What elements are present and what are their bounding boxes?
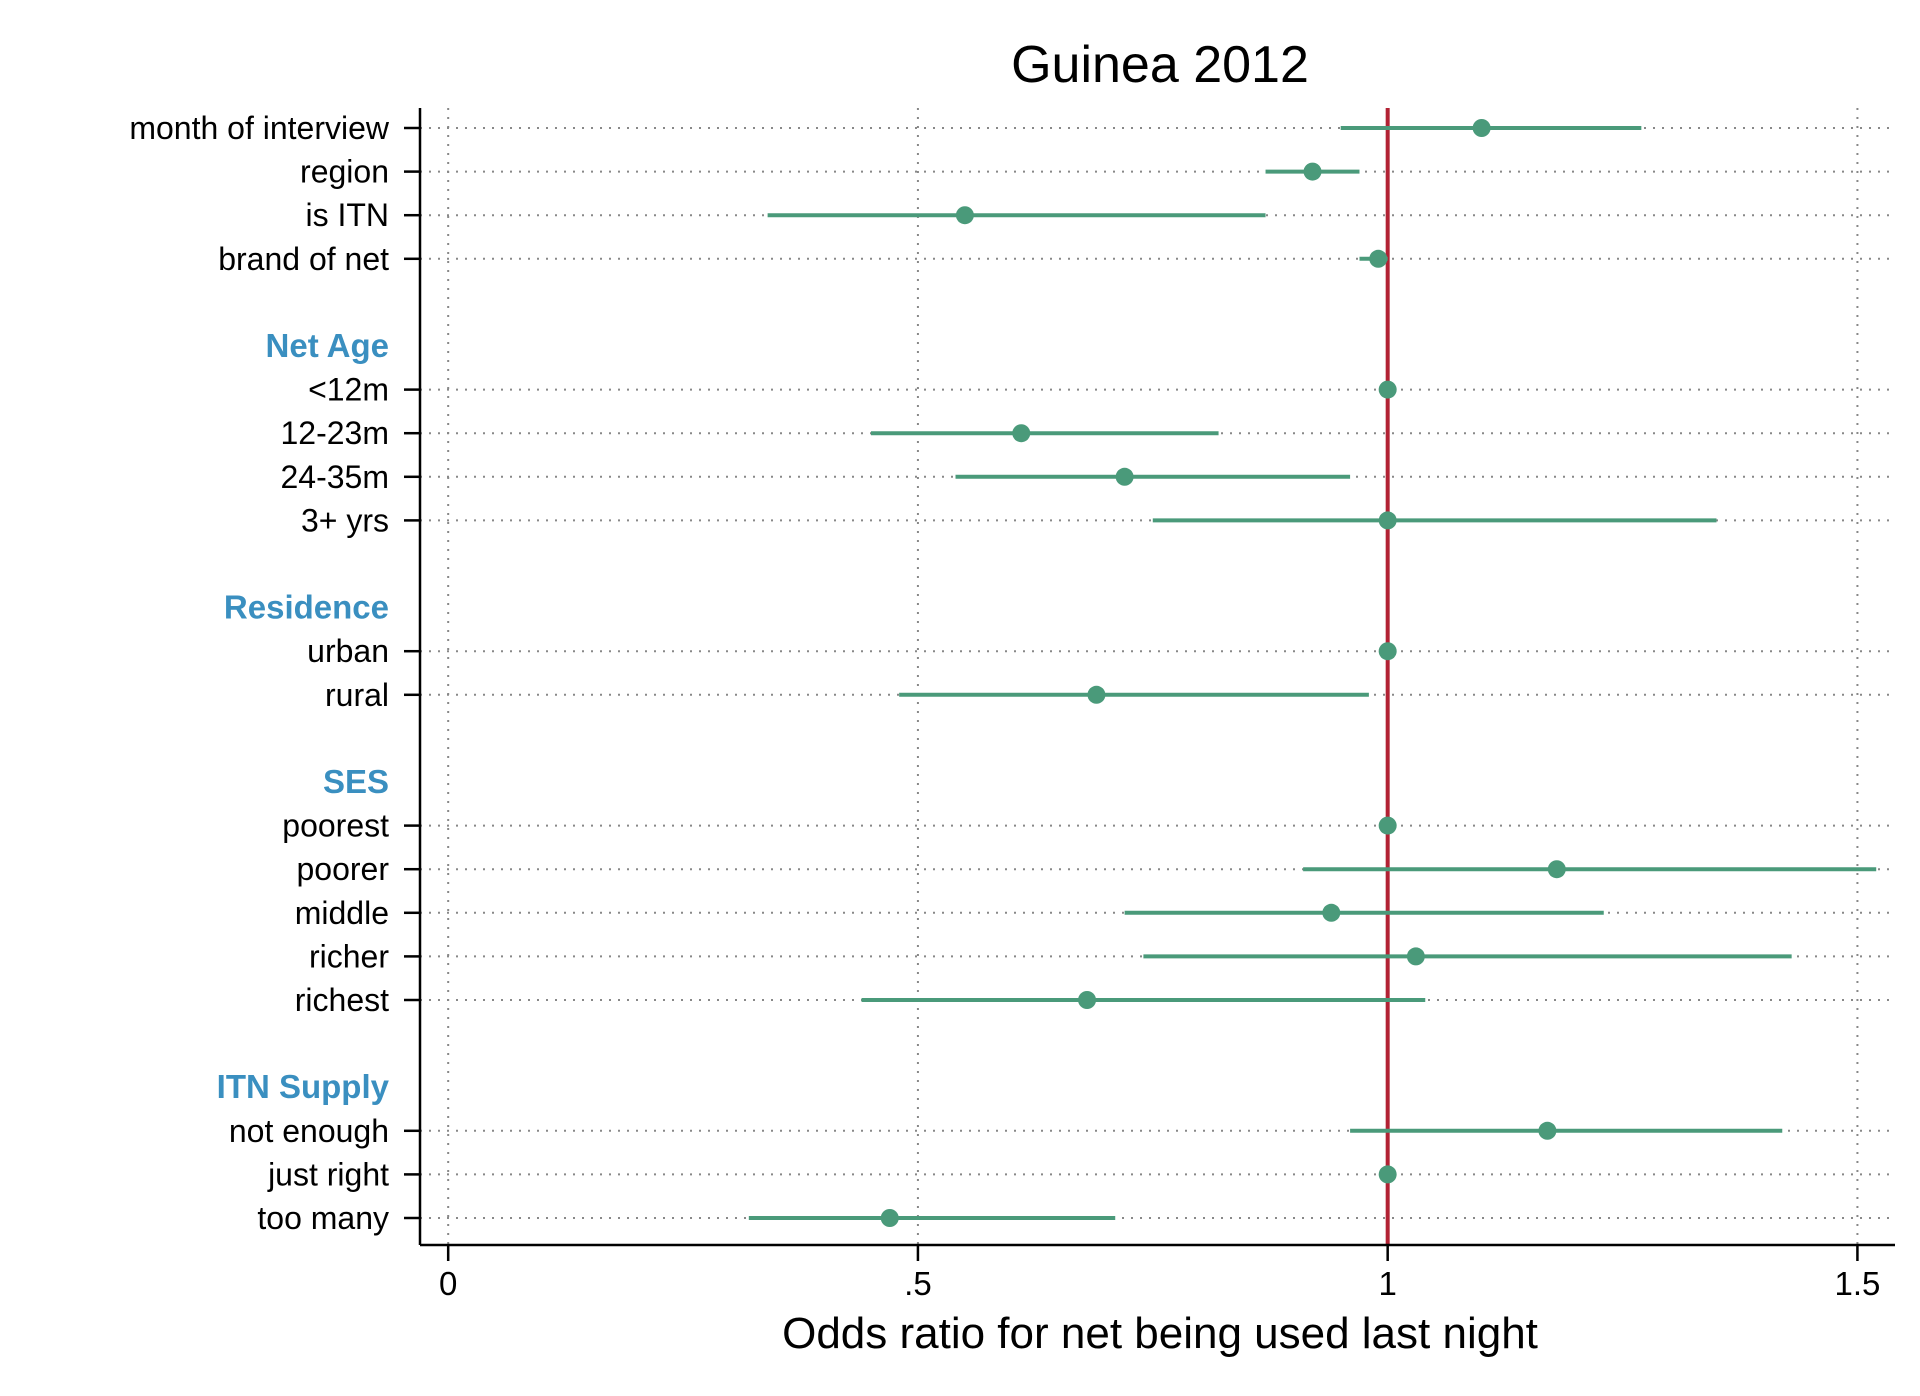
- x-axis-label: Odds ratio for net being used last night: [782, 1309, 1538, 1358]
- estimate-marks: [748, 119, 1877, 1227]
- row-label: middle: [295, 895, 389, 931]
- point-estimate: [1378, 642, 1397, 661]
- group-heading: ITN Supply: [217, 1068, 390, 1105]
- row-label: just right: [267, 1156, 389, 1192]
- row-label: too many: [257, 1200, 389, 1236]
- point-estimate: [1378, 511, 1397, 530]
- row-label: <12m: [308, 372, 389, 408]
- point-estimate: [1322, 903, 1341, 922]
- group-heading: Residence: [224, 589, 389, 626]
- row-label: is ITN: [305, 197, 389, 233]
- point-estimate: [1369, 249, 1388, 268]
- x-tick-label: 1: [1378, 1265, 1396, 1302]
- row-label: poorest: [282, 808, 389, 844]
- chart-title: Guinea 2012: [1011, 36, 1309, 94]
- group-heading: Net Age: [266, 327, 389, 364]
- point-estimate: [1115, 467, 1134, 486]
- row-label: richer: [309, 938, 389, 974]
- point-estimate: [1406, 947, 1425, 966]
- row-label: not enough: [229, 1113, 389, 1149]
- group-heading: SES: [323, 763, 389, 800]
- row-label: poorer: [297, 851, 390, 887]
- x-axis-ticks: 0 .5 1 1.5: [439, 1245, 1880, 1302]
- row-label: 12-23m: [281, 415, 390, 451]
- x-tick-label: 0: [439, 1265, 457, 1302]
- point-estimate: [1547, 860, 1566, 879]
- x-tick-label: 1.5: [1834, 1265, 1880, 1302]
- point-estimate: [1472, 119, 1491, 137]
- row-label: 3+ yrs: [301, 502, 389, 538]
- point-estimate: [955, 206, 974, 225]
- point-estimate: [1538, 1121, 1557, 1140]
- point-estimate: [1303, 162, 1322, 181]
- row-label: brand of net: [218, 241, 389, 277]
- point-estimate: [880, 1209, 899, 1227]
- axes: [404, 108, 1895, 1247]
- gridlines: [420, 108, 1895, 1245]
- plot-rows: month of interview region is ITN brand of n…: [129, 110, 390, 1236]
- row-label: region: [300, 154, 389, 190]
- row-label: month of interview: [129, 110, 390, 146]
- row-label: richest: [295, 982, 389, 1018]
- point-estimate: [1378, 380, 1397, 399]
- row-label: urban: [307, 633, 389, 669]
- point-estimate: [1012, 424, 1031, 443]
- point-estimate: [1087, 685, 1106, 704]
- row-label: 24-35m: [281, 459, 390, 495]
- x-tick-label: .5: [904, 1265, 932, 1302]
- point-estimate: [1378, 816, 1397, 835]
- point-estimate: [1078, 991, 1097, 1009]
- row-label: rural: [325, 677, 389, 713]
- point-estimate: [1378, 1165, 1397, 1184]
